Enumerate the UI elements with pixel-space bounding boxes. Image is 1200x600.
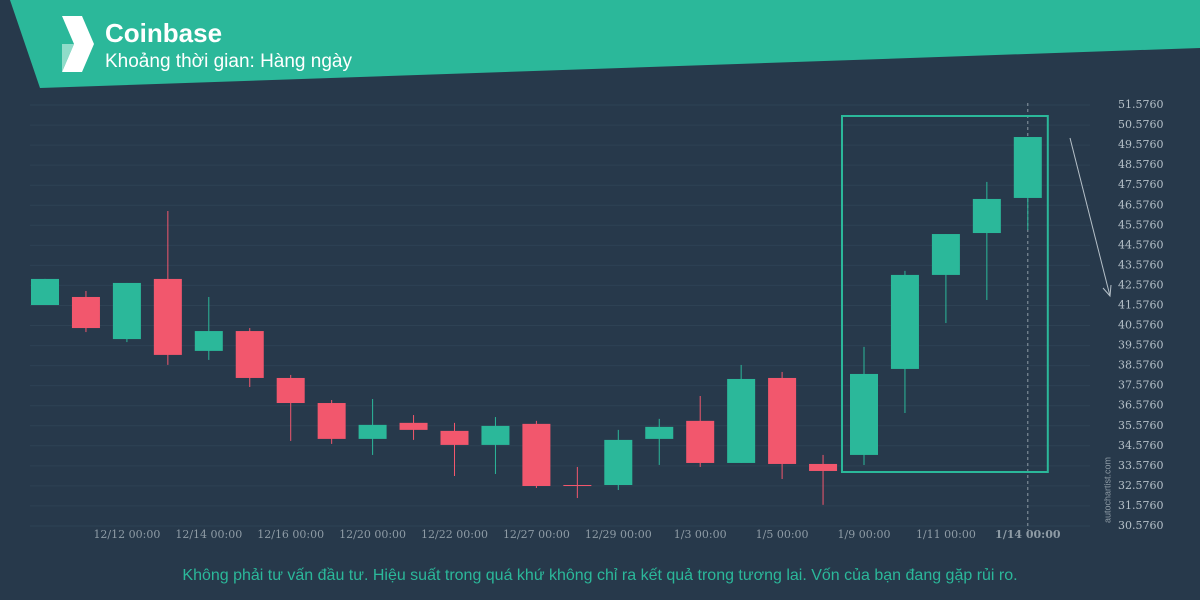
x-tick-label: 12/20 00:00 xyxy=(339,528,406,541)
y-tick-label: 40.5760 xyxy=(1118,319,1164,332)
y-tick-label: 36.5760 xyxy=(1118,399,1164,412)
y-tick-label: 32.5760 xyxy=(1118,479,1164,492)
y-tick-label: 35.5760 xyxy=(1118,419,1164,432)
y-tick-label: 44.5760 xyxy=(1118,238,1164,251)
forecast-arrow-head xyxy=(1102,284,1112,298)
candle-body xyxy=(31,278,59,305)
pattern-box xyxy=(841,115,1049,473)
x-tick-label: 1/5 00:00 xyxy=(756,528,809,541)
header-band xyxy=(10,0,1200,88)
y-tick-label: 30.5760 xyxy=(1118,519,1164,532)
x-tick-label: 1/3 00:00 xyxy=(674,528,727,541)
x-tick-label: 1/9 00:00 xyxy=(838,528,891,541)
candle-body xyxy=(972,198,1001,234)
candle-body xyxy=(931,234,960,275)
y-tick-label: 42.5760 xyxy=(1118,278,1164,291)
candle-body xyxy=(890,274,919,369)
y-tick-label: 31.5760 xyxy=(1118,499,1164,512)
candle-body xyxy=(440,430,469,445)
y-tick-label: 33.5760 xyxy=(1118,459,1164,472)
chart-title: Coinbase xyxy=(105,18,222,48)
y-tick-label: 41.5760 xyxy=(1118,298,1164,311)
x-tick-label: 1/14 00:00 xyxy=(995,528,1061,541)
candle-body xyxy=(1013,137,1042,198)
forecast-arrow xyxy=(1069,137,1111,297)
disclaimer: Không phải tư vấn đầu tư. Hiệu suất tron… xyxy=(182,567,1017,584)
candle-body xyxy=(522,423,551,487)
y-tick-label: 34.5760 xyxy=(1118,439,1164,452)
y-tick-label: 45.5760 xyxy=(1118,218,1164,231)
x-tick-label: 12/29 00:00 xyxy=(585,528,652,541)
y-tick-label: 47.5760 xyxy=(1118,178,1164,191)
y-tick-label: 46.5760 xyxy=(1118,198,1164,211)
y-tick-label: 43.5760 xyxy=(1118,258,1164,271)
candle-body xyxy=(604,439,633,486)
x-tick-label: 12/22 00:00 xyxy=(421,528,488,541)
candle-body xyxy=(727,378,756,463)
y-tick-label: 39.5760 xyxy=(1118,339,1164,352)
candle-body xyxy=(850,373,878,455)
candle-body xyxy=(399,422,428,430)
candle-body xyxy=(768,377,797,464)
candle-body xyxy=(481,425,510,445)
x-tick-label: 12/12 00:00 xyxy=(93,528,160,541)
y-tick-label: 49.5760 xyxy=(1118,138,1164,151)
candle-body xyxy=(686,420,715,463)
candle-body xyxy=(563,485,592,487)
watermark: autochartist.com xyxy=(1102,457,1112,523)
logo xyxy=(62,16,94,72)
x-tick-label: 12/14 00:00 xyxy=(175,528,242,541)
candle-body xyxy=(153,278,182,355)
candle-body xyxy=(358,424,387,439)
y-tick-label: 51.5760 xyxy=(1118,98,1164,111)
y-tick-label: 38.5760 xyxy=(1118,359,1164,372)
x-tick-label: 12/27 00:00 xyxy=(503,528,570,541)
candle-body xyxy=(276,377,305,404)
candle-body xyxy=(809,463,838,471)
candle-body xyxy=(235,331,264,378)
chart-subtitle: Khoảng thời gian: Hàng ngày xyxy=(105,51,352,72)
candle-body xyxy=(112,282,141,340)
y-tick-label: 48.5760 xyxy=(1118,158,1164,171)
x-tick-label: 12/16 00:00 xyxy=(257,528,324,541)
candle-body xyxy=(71,296,100,329)
y-tick-label: 50.5760 xyxy=(1118,118,1164,131)
x-tick-label: 1/11 00:00 xyxy=(916,528,976,541)
y-tick-label: 37.5760 xyxy=(1118,379,1164,392)
candle-body xyxy=(645,426,674,439)
candle-body xyxy=(194,331,223,351)
candle-body xyxy=(317,403,346,439)
